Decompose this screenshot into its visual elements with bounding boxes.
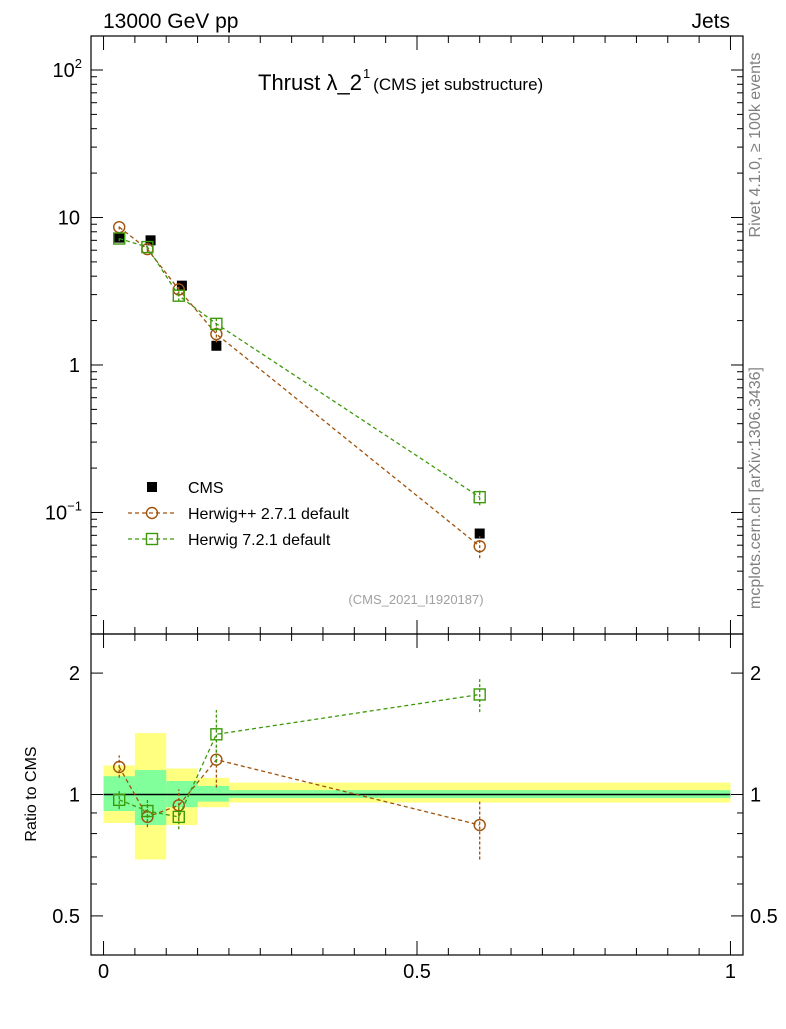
ratio-panel: 2 2 1 1 0.5 0.5 0 0.5 1 Ratio to CMS xyxy=(23,633,778,983)
ratio-point-herwigpp xyxy=(113,760,126,774)
ratio-point-herwig7 xyxy=(113,793,126,807)
ratio-y-tick-label: 1 xyxy=(69,785,80,807)
ratio-series-herwig7 xyxy=(113,677,486,830)
x-tick-label: 1 xyxy=(725,961,736,983)
x-tick-label: 0 xyxy=(98,961,109,983)
legend-marker xyxy=(147,482,157,492)
data-point-data xyxy=(211,340,222,351)
data-point-herwig7 xyxy=(210,317,223,331)
data-point-data xyxy=(145,235,156,246)
ratio-point-herwig7 xyxy=(473,688,486,701)
legend-marker xyxy=(145,506,159,520)
data-point-data xyxy=(474,528,485,539)
plot-title-superscript: 1 xyxy=(363,66,370,81)
main-y-tick-label: 10 xyxy=(58,207,80,229)
ratio-y-tick-label-right: 2 xyxy=(750,663,761,685)
main-y-tick-label: 10−1 xyxy=(45,498,82,524)
ratio-line-herwigpp xyxy=(118,758,480,826)
analysis-tag: (CMS_2021_I1920187) xyxy=(348,592,483,607)
main-y-tick-label: 1 xyxy=(69,355,80,377)
series-line-herwigpp xyxy=(118,226,481,547)
legend: CMS Herwig++ 2.7.1 default Herwig 7.2.1 de… xyxy=(128,480,350,549)
ratio-y-tick-label: 0.5 xyxy=(52,906,80,928)
data-point-herwig7 xyxy=(172,289,185,302)
ratio-point-herwig7 xyxy=(210,728,223,741)
data-point-herwigpp xyxy=(473,540,486,553)
main-panel: 102 10 1 10−1 Thrust λ_2 1 (CMS jet substru… xyxy=(45,35,744,635)
process-label: Jets xyxy=(691,10,730,33)
legend-marker xyxy=(145,532,159,546)
data-point-herwig7 xyxy=(113,232,126,245)
ratio-point-herwig7 xyxy=(172,810,185,824)
main-y-tick-label: 102 xyxy=(53,56,82,82)
data-point-data xyxy=(114,232,125,243)
ratio-point-herwigpp xyxy=(210,753,223,766)
series-line-herwig7 xyxy=(119,237,481,498)
plot-title: Thrust λ_2 1 (CMS jet substructure) xyxy=(258,66,543,95)
ratio-y-tick-label-right: 0.5 xyxy=(750,906,778,928)
data-point-herwig7 xyxy=(473,490,486,504)
legend-label: Herwig 7.2.1 default xyxy=(188,532,331,549)
ratio-y-tick-label: 2 xyxy=(69,663,80,685)
ratio-point-herwig7 xyxy=(141,804,154,818)
ratio-point-herwigpp xyxy=(473,818,486,832)
mcplots-label: mcplots.cern.ch [arXiv:1306.3436] xyxy=(747,367,764,609)
legend-label: CMS xyxy=(188,480,224,497)
legend-label: Herwig++ 2.7.1 default xyxy=(188,506,350,523)
plot-title-suffix: (CMS jet substructure) xyxy=(373,75,543,94)
rivet-version-label: Rivet 4.1.0, ≥ 100k events xyxy=(747,53,764,238)
ratio-y-tick-label-right: 1 xyxy=(750,785,761,807)
series-herwig7 xyxy=(113,232,486,506)
plot-title-text: Thrust λ_2 xyxy=(258,70,362,95)
ratio-line-herwig7 xyxy=(118,693,480,818)
data-point-herwig7 xyxy=(141,240,154,254)
ratio-y-label: Ratio to CMS xyxy=(23,746,40,841)
x-tick-label: 0.5 xyxy=(403,961,431,983)
energy-label: 13000 GeV pp xyxy=(103,10,238,33)
